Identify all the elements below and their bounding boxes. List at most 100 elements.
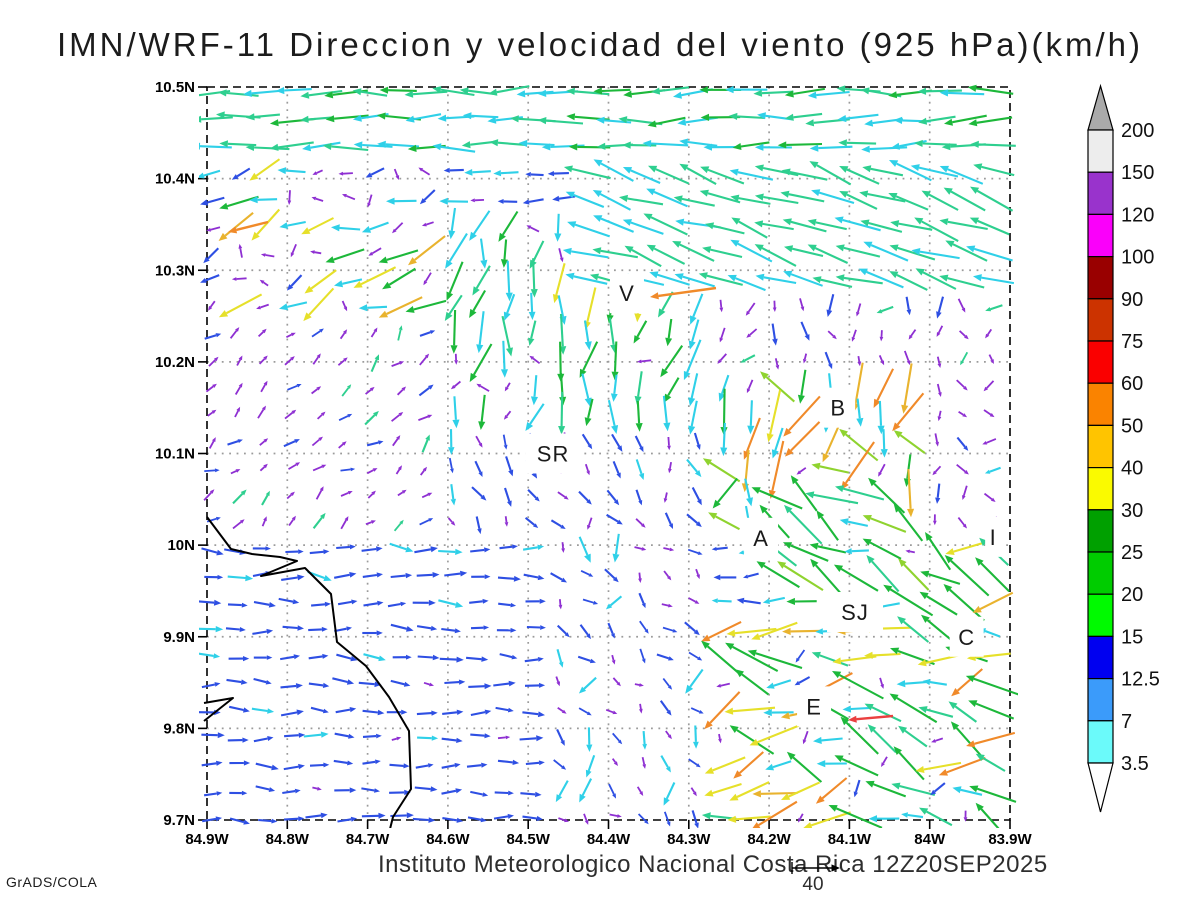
wind-vector (530, 375, 538, 406)
wind-vector (259, 438, 269, 446)
wind-vector (504, 382, 511, 392)
wind-vector (565, 272, 608, 285)
wind-vector (939, 165, 984, 185)
colorbar-label: 25 (1121, 542, 1143, 564)
wind-vector (973, 274, 1015, 285)
wind-vector (635, 400, 643, 432)
plot-border (198, 86, 1011, 829)
colorbar-label: 15 (1121, 626, 1143, 648)
wind-vector (724, 706, 776, 715)
wind-vector (725, 86, 768, 94)
wind-vector (311, 436, 323, 447)
reference-vector-arrow (791, 862, 840, 874)
wind-vector (522, 815, 543, 822)
wind-vector (288, 515, 296, 527)
wind-vector (541, 143, 585, 151)
wind-vector (450, 309, 458, 354)
wind-vector (315, 486, 324, 500)
wind-vector (639, 620, 649, 634)
wind-vector (497, 735, 511, 740)
wind-vector (939, 274, 985, 289)
city-label: B (830, 396, 846, 421)
wind-vector (898, 725, 928, 748)
wind-vector (729, 168, 774, 181)
wind-vector (957, 517, 967, 529)
x-tick-label: 84.2W (747, 831, 791, 848)
wind-vector (610, 374, 618, 402)
wind-vector (527, 489, 540, 502)
wind-vector (595, 116, 632, 124)
wind-vector (488, 85, 530, 96)
wind-vector (688, 758, 701, 768)
wind-vector (749, 724, 800, 746)
wind-vector (339, 329, 348, 340)
wind-vector (286, 491, 295, 500)
wind-vector (860, 219, 903, 233)
wind-vector (557, 706, 567, 714)
wind-vector (525, 403, 545, 431)
wind-vector (712, 477, 739, 509)
wind-vector (563, 165, 611, 180)
wind-vector (751, 621, 798, 640)
wind-vector (478, 394, 486, 430)
wind-vector (578, 676, 597, 694)
wind-vector (936, 296, 945, 319)
wind-vector (873, 368, 895, 408)
y-tick-label: 9.8N (163, 720, 195, 737)
wind-vector (338, 413, 353, 422)
wind-vector (878, 463, 886, 477)
wind-vector (663, 782, 676, 806)
wind-vector (470, 790, 489, 797)
wind-vector (379, 86, 417, 94)
wind-vector (258, 818, 278, 824)
wind-vector (279, 301, 308, 311)
wind-vector (662, 677, 673, 690)
wind-vector (234, 406, 241, 418)
wind-vector (340, 467, 356, 472)
wind-vector (387, 601, 407, 608)
wind-vector (903, 350, 911, 366)
wind-vector (648, 165, 690, 185)
wind-vector (784, 504, 823, 545)
wind-vector (805, 491, 859, 505)
wind-vector (390, 572, 413, 579)
wind-vector (312, 353, 321, 365)
wind-vector (833, 564, 879, 592)
wind-vector (396, 386, 406, 396)
wind-vector (663, 377, 680, 403)
wind-vector (579, 624, 591, 640)
wind-vector (340, 491, 353, 497)
wind-vector (558, 599, 563, 610)
wind-vector (647, 116, 686, 128)
wind-vector (842, 705, 871, 713)
wind-vector (784, 112, 823, 121)
wind-vector (417, 654, 440, 661)
wind-vector (910, 164, 959, 178)
wind-vector (701, 640, 742, 677)
wind-vector (309, 549, 330, 555)
wind-vector (304, 269, 337, 294)
wind-vector (236, 355, 243, 366)
wind-vector (760, 371, 795, 403)
wind-vector (378, 296, 423, 318)
wind-vector (283, 816, 305, 822)
wind-vector (985, 304, 1003, 312)
wind-vector (725, 642, 779, 673)
wind-vector (469, 598, 489, 604)
wind-vector (203, 247, 220, 264)
wind-vector (361, 221, 389, 233)
wind-vector (965, 675, 1018, 696)
wind-vector (754, 220, 794, 231)
wind-vector (811, 462, 849, 474)
wind-vector (701, 620, 742, 642)
wind-vector (611, 758, 618, 766)
wind-vector (915, 761, 962, 773)
wind-vector (686, 513, 702, 527)
wind-vector (200, 196, 225, 206)
wind-vector (550, 519, 566, 529)
wind-vector (604, 568, 619, 583)
wind-vector (280, 654, 300, 661)
wind-vector (497, 199, 518, 204)
wind-vector (337, 599, 358, 606)
wind-vector (735, 669, 770, 696)
